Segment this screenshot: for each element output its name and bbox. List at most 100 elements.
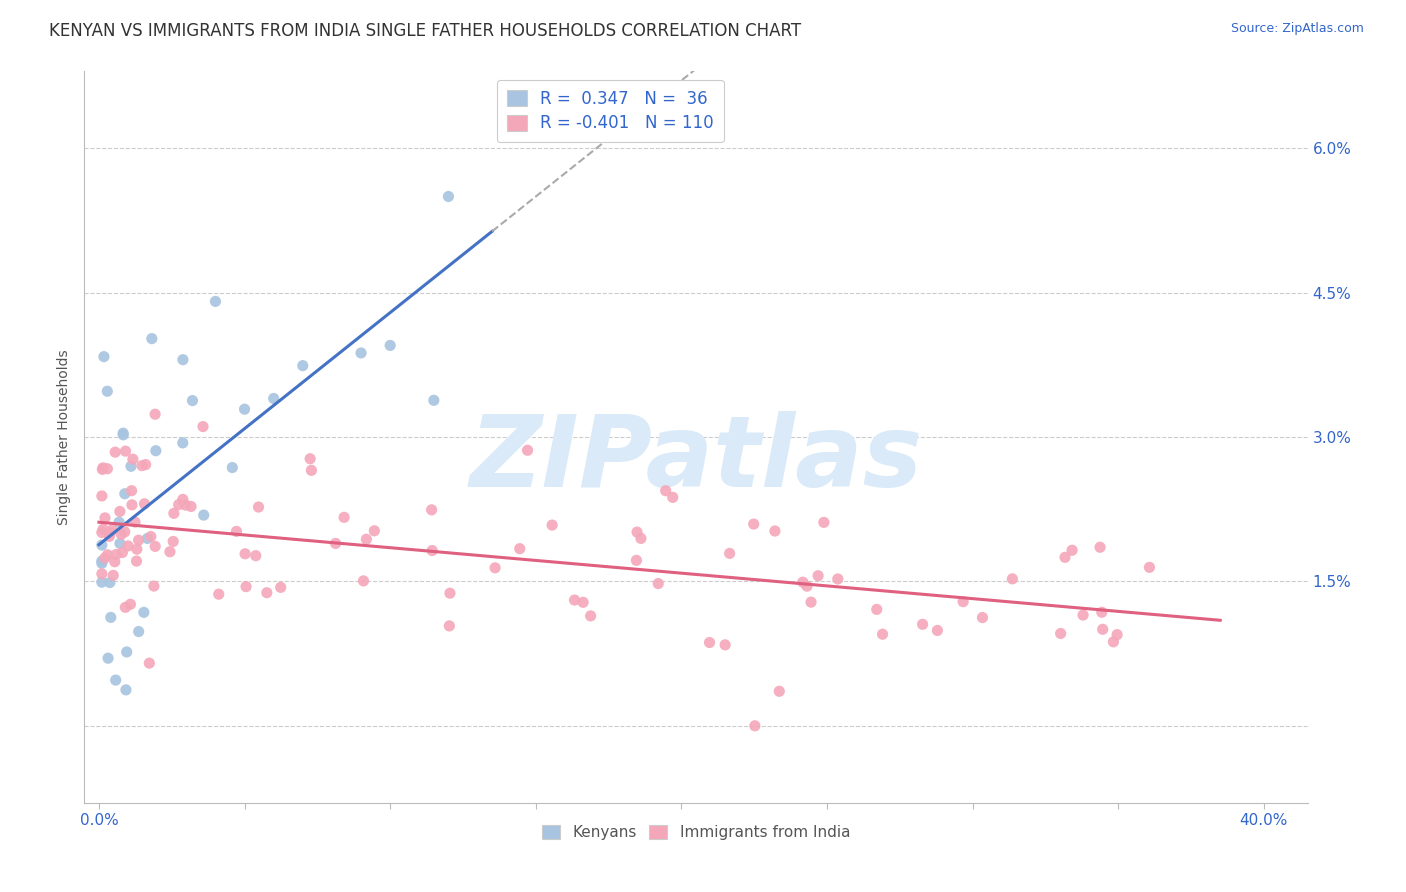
- Point: [208, 587, 231, 601]
- Y-axis label: Single Father Households: Single Father Households: [58, 350, 72, 524]
- Point: [792, 575, 814, 590]
- Point: [98, 526, 121, 541]
- Point: [291, 359, 314, 373]
- Point: [96, 548, 118, 562]
- Point: [172, 352, 194, 367]
- Point: [1107, 627, 1129, 641]
- Point: [380, 338, 402, 352]
- Point: [114, 600, 136, 615]
- Text: Source: ZipAtlas.com: Source: ZipAtlas.com: [1230, 22, 1364, 36]
- Point: [96, 462, 118, 476]
- Point: [263, 392, 285, 406]
- Point: [952, 594, 974, 608]
- Point: [1102, 635, 1125, 649]
- Point: [827, 572, 849, 586]
- Point: [91, 522, 114, 536]
- Point: [579, 608, 602, 623]
- Point: [763, 524, 786, 538]
- Point: [245, 549, 267, 563]
- Point: [630, 532, 652, 546]
- Point: [121, 498, 143, 512]
- Point: [104, 445, 127, 459]
- Point: [181, 393, 204, 408]
- Point: [134, 497, 156, 511]
- Point: [742, 517, 765, 532]
- Point: [1049, 626, 1071, 640]
- Point: [122, 452, 145, 467]
- Point: [1091, 622, 1114, 636]
- Point: [225, 524, 247, 539]
- Point: [112, 426, 135, 441]
- Point: [172, 492, 194, 507]
- Point: [121, 483, 143, 498]
- Point: [1139, 560, 1161, 574]
- Point: [112, 428, 135, 442]
- Point: [927, 624, 949, 638]
- Point: [132, 605, 155, 619]
- Point: [138, 656, 160, 670]
- Point: [90, 489, 112, 503]
- Point: [509, 541, 531, 556]
- Point: [110, 527, 132, 541]
- Point: [484, 561, 506, 575]
- Point: [800, 595, 823, 609]
- Point: [699, 635, 721, 649]
- Point: [233, 547, 256, 561]
- Point: [143, 407, 166, 421]
- Point: [141, 332, 163, 346]
- Point: [796, 579, 818, 593]
- Point: [97, 651, 120, 665]
- Point: [114, 487, 136, 501]
- Point: [115, 682, 138, 697]
- Point: [98, 575, 121, 590]
- Point: [420, 503, 443, 517]
- Point: [439, 619, 461, 633]
- Point: [572, 595, 595, 609]
- Point: [1071, 608, 1094, 623]
- Point: [94, 551, 117, 566]
- Point: [91, 462, 114, 476]
- Point: [90, 556, 112, 570]
- Point: [714, 638, 737, 652]
- Point: [363, 524, 385, 538]
- Point: [813, 516, 835, 530]
- Point: [90, 538, 112, 552]
- Point: [111, 545, 134, 559]
- Point: [167, 498, 190, 512]
- Point: [135, 458, 157, 472]
- Text: KENYAN VS IMMIGRANTS FROM INDIA SINGLE FATHER HOUSEHOLDS CORRELATION CHART: KENYAN VS IMMIGRANTS FROM INDIA SINGLE F…: [49, 22, 801, 40]
- Point: [911, 617, 934, 632]
- Point: [125, 554, 148, 568]
- Point: [256, 585, 278, 599]
- Point: [159, 545, 181, 559]
- Point: [100, 610, 122, 624]
- Point: [108, 515, 131, 529]
- Legend: Kenyans, Immigrants from India: Kenyans, Immigrants from India: [536, 819, 856, 847]
- Point: [98, 529, 121, 543]
- Point: [221, 460, 243, 475]
- Point: [299, 451, 322, 466]
- Point: [105, 548, 128, 562]
- Point: [104, 673, 127, 687]
- Point: [90, 554, 112, 568]
- Point: [299, 463, 322, 477]
- Point: [972, 610, 994, 624]
- Point: [1062, 543, 1084, 558]
- Point: [142, 579, 165, 593]
- Point: [437, 189, 460, 203]
- Point: [120, 459, 142, 474]
- Point: [143, 540, 166, 554]
- Point: [423, 393, 446, 408]
- Point: [247, 500, 270, 514]
- Point: [866, 602, 889, 616]
- Point: [353, 574, 375, 588]
- Point: [90, 566, 112, 581]
- Point: [91, 461, 114, 475]
- Point: [136, 532, 159, 546]
- Point: [235, 580, 257, 594]
- Point: [1088, 541, 1111, 555]
- Point: [103, 568, 125, 582]
- Point: [626, 525, 648, 540]
- Point: [325, 536, 347, 550]
- Point: [139, 529, 162, 543]
